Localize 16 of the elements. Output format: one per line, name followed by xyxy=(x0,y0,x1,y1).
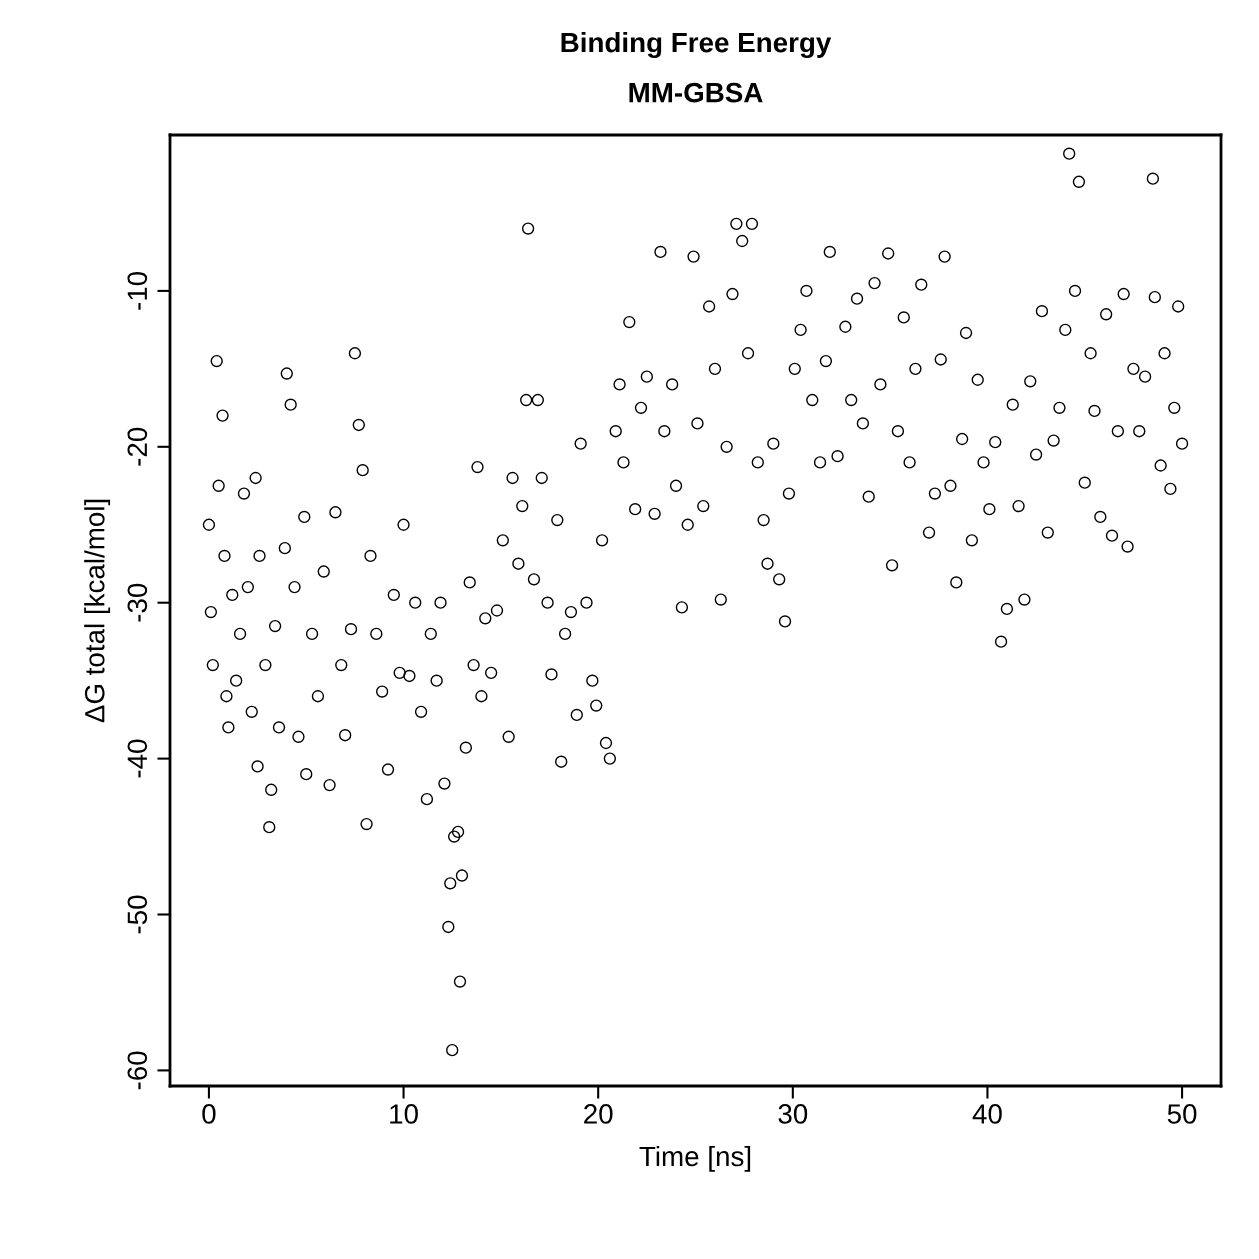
chart-title: Binding Free Energy xyxy=(561,31,832,59)
x-tick-label: 30 xyxy=(778,1104,808,1124)
y-tick-label: -10 xyxy=(127,271,148,310)
x-tick-label: 50 xyxy=(1167,1104,1197,1124)
y-tick-label: -20 xyxy=(127,427,148,466)
x-axis-title: Time [ns] xyxy=(639,1145,751,1172)
y-tick-label: -50 xyxy=(127,895,148,934)
x-tick-label: 40 xyxy=(972,1104,1002,1124)
chart-subtitle: MM-GBSA xyxy=(629,82,763,103)
x-tick-label: 10 xyxy=(390,1104,418,1124)
y-tick-label: -30 xyxy=(127,583,148,622)
y-axis-title: ΔG total [kcal/mol] xyxy=(84,499,111,723)
x-tick-label: 0 xyxy=(202,1104,216,1124)
y-tick-label: -40 xyxy=(127,739,148,778)
x-tick-label: 20 xyxy=(584,1104,613,1124)
y-tick-label: -60 xyxy=(127,1051,148,1090)
